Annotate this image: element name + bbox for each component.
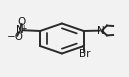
Text: O: O (17, 17, 26, 27)
Text: Br: Br (79, 49, 90, 59)
Text: N: N (97, 26, 105, 36)
Text: −O: −O (6, 32, 23, 42)
Text: N: N (16, 25, 24, 35)
Text: +: + (20, 24, 26, 33)
